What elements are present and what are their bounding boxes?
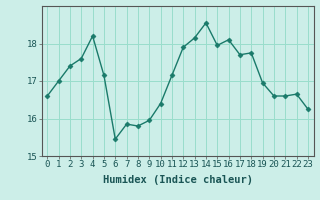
- X-axis label: Humidex (Indice chaleur): Humidex (Indice chaleur): [103, 175, 252, 185]
